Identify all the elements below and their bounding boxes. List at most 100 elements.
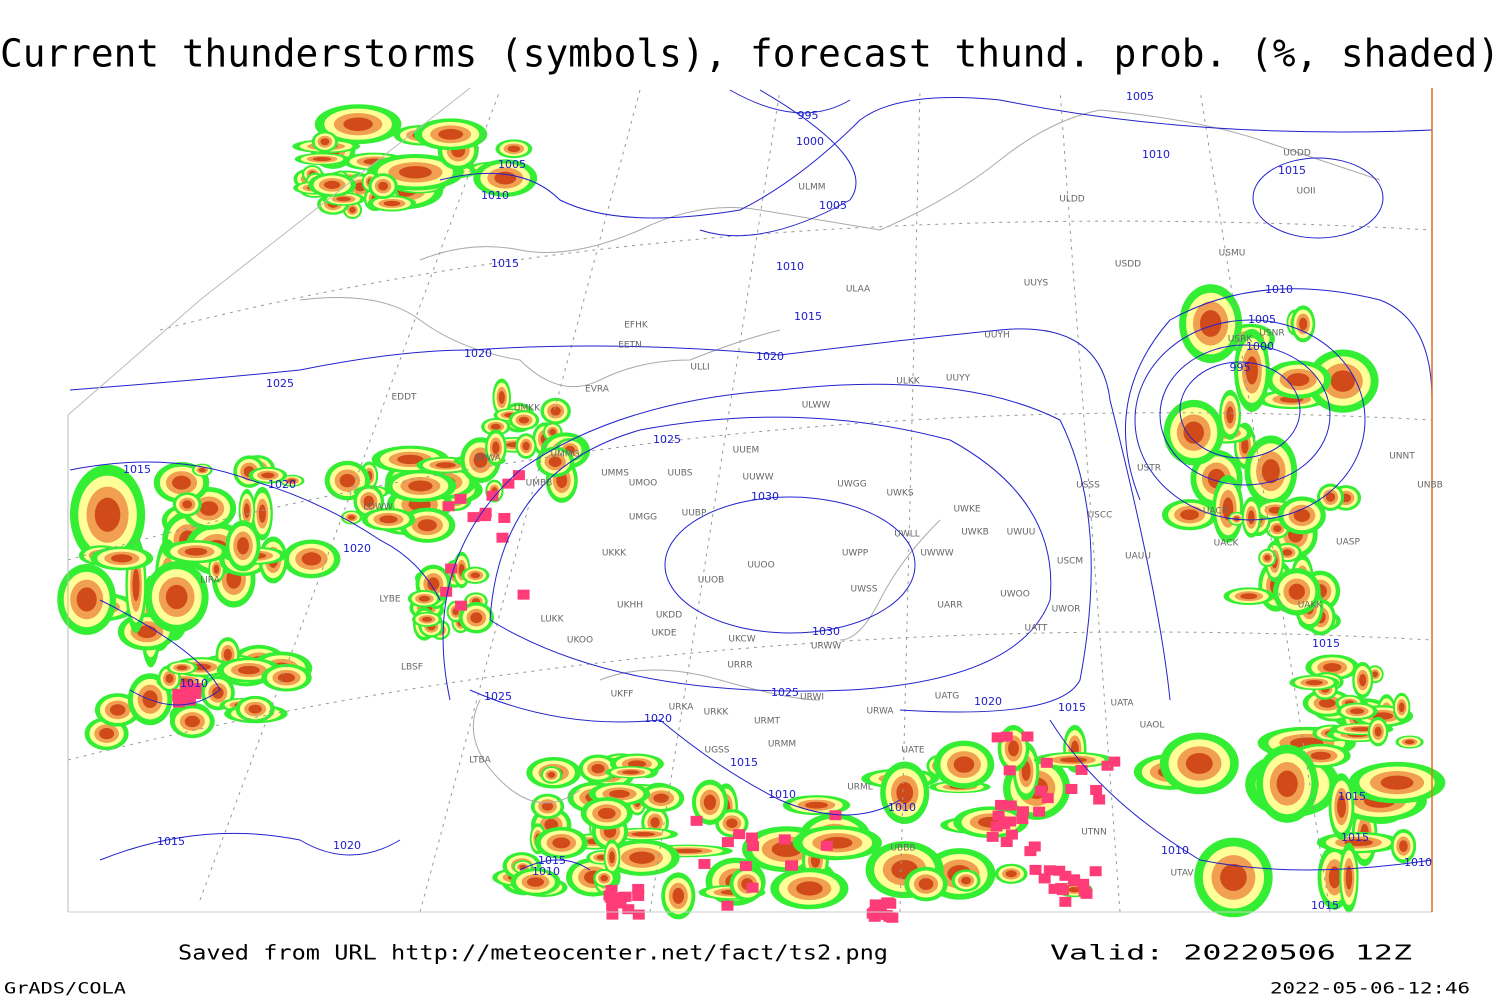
prob-blob [547,771,556,778]
prob-blob [347,515,356,520]
isobar-label: 1020 [333,839,361,852]
storm-symbol [1016,806,1029,817]
isobar-label: 1010 [768,788,796,801]
storm-symbol [1034,785,1047,796]
storm-symbol [995,799,1008,810]
storm-symbol [1075,764,1088,775]
storm-symbol [698,858,711,869]
storm-symbol [990,821,1003,832]
prob-blob [672,887,685,904]
isobar-label: 1005 [498,158,526,171]
prob-blob [94,497,121,532]
isobar-label: 1005 [1126,90,1154,103]
station-code: UWKB [961,528,989,538]
station-code: ULWW [802,401,831,411]
prob-blob [165,673,174,684]
storm-symbol [183,695,196,706]
station-code: URMT [754,717,781,727]
prob-blob [397,454,424,465]
station-code: LYBE [379,595,400,605]
storm-symbol [991,732,1004,743]
station-code: UTNN [1081,828,1107,838]
storm-symbol [1065,783,1078,794]
thunderstorm-symbols [172,470,1121,923]
station-code: UWOR [1052,605,1081,615]
station-code: EPWA [475,454,502,464]
prob-blob [1288,583,1305,600]
storm-symbol [1000,731,1013,742]
prob-blob [1374,726,1382,737]
prob-blob [343,117,373,131]
prob-blob [1345,865,1353,890]
prob-blob [132,568,140,602]
isobar-label: 1020 [756,350,784,363]
isobar-label: 1025 [771,686,799,699]
station-code: ULLI [690,363,709,373]
station-code: USSS [1076,481,1100,491]
prob-blob [1220,863,1247,891]
coastlines [299,109,1381,804]
isobar-label: 1025 [484,690,512,703]
storm-symbol [1101,760,1114,771]
prob-blob [324,180,341,189]
isobar-label: 1020 [464,347,492,360]
station-code: UASP [1336,538,1360,548]
prob-blob [1060,757,1088,763]
prob-blob [1293,508,1311,522]
prob-blob [435,462,456,468]
storm-symbol [1056,885,1069,896]
prob-blob [212,686,224,699]
storm-symbol [1016,814,1029,825]
storm-symbol [445,563,458,574]
prob-blob [1359,673,1367,687]
prob-blob [383,200,401,207]
station-code: UKHH [617,601,643,611]
prob-blob [550,406,561,416]
prob-blob [111,554,133,563]
storm-symbol [1053,865,1066,876]
station-code: USDD [1115,260,1141,270]
prob-blob [427,577,440,591]
station-code: UMGG [629,513,657,523]
prob-blob [244,503,250,519]
storm-symbol [820,840,833,851]
prob-blob [379,515,398,524]
station-code: UKOO [567,636,593,646]
isobar-label: 1015 [491,257,519,270]
isobar-label: 1025 [653,433,681,446]
storm-symbol [883,911,896,922]
prob-blob [76,587,97,612]
isobar-label: 1020 [974,695,1002,708]
station-code: UODD [1283,149,1311,159]
isobar-label: 1030 [812,625,840,638]
isobar-label: 1020 [268,478,296,491]
prob-blob [591,763,605,774]
source-url: Saved from URL http://meteocenter.net/fa… [178,941,888,965]
prob-blob [320,138,330,146]
prob-blob [526,877,544,887]
storm-symbol [454,493,467,504]
prob-blob [1399,840,1408,852]
prob-blob [507,145,521,153]
prob-blob [1328,866,1341,889]
station-code: UUBP [682,509,707,519]
storm-symbol [1004,816,1017,827]
prob-blob [1305,680,1323,686]
storm-symbol [622,904,635,915]
prob-blob [498,391,505,404]
isobar-label: 1020 [343,542,371,555]
isobar-label: 1015 [157,835,185,848]
station-code: UTAV [1170,869,1194,879]
station-code: UKKK [602,549,627,559]
prob-blob [363,495,375,507]
station-code: LIRA [200,576,221,586]
storm-symbol [502,478,515,489]
prob-blob [176,665,188,671]
station-code: UNNT [1389,452,1415,462]
prob-blob [248,704,262,714]
storm-symbol [733,829,746,840]
station-code: URMM [768,740,796,750]
station-code: EFHK [624,321,649,331]
station-code: ULAA [846,285,871,295]
prob-blob [653,793,670,803]
